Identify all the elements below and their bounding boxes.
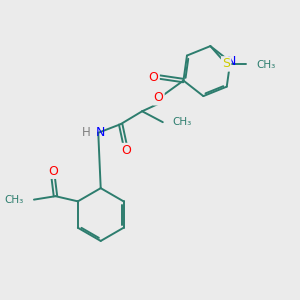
Text: O: O	[149, 70, 159, 84]
Text: CH₃: CH₃	[5, 195, 24, 205]
Text: O: O	[48, 165, 58, 178]
Text: CH₃: CH₃	[256, 60, 275, 70]
Text: O: O	[154, 91, 164, 104]
Text: N: N	[227, 55, 236, 68]
Text: S: S	[222, 57, 230, 70]
Text: O: O	[122, 144, 131, 157]
Text: CH₃: CH₃	[172, 117, 191, 127]
Text: H: H	[82, 126, 90, 139]
Text: N: N	[96, 126, 106, 139]
